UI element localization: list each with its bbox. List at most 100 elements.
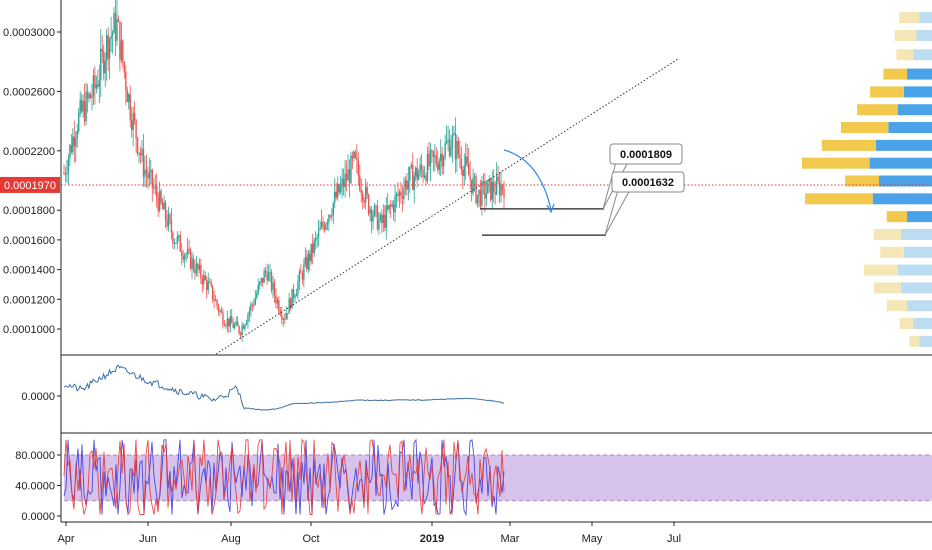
candle-body [220,310,223,313]
candle-body [264,271,267,273]
volume-bar-buy [907,300,932,312]
candle-body [448,139,451,156]
candle-body [116,19,118,41]
candle-body [105,35,108,61]
candle-body [175,242,177,244]
candle-body [213,299,215,301]
candle-body [369,209,371,214]
candle-body [495,176,498,195]
candle-body [384,214,386,228]
candle-body [417,173,420,180]
candle-body [188,248,190,250]
candle-body [342,178,345,188]
volume-bar-buy [903,246,932,258]
candle-body [473,176,476,179]
candle-body [447,139,449,142]
y-tick-label: 0.0002200 [3,146,55,158]
candle-body [328,215,330,223]
candle-body [463,166,465,177]
candle-body [478,189,480,195]
candle-body [437,163,439,170]
candle-body [453,133,455,135]
candle-body [241,325,243,336]
candle-body [394,195,396,213]
x-tick-label: 2019 [420,533,444,545]
candle-body [484,182,486,199]
candle-body [232,323,234,328]
candle-body [245,322,248,325]
candle-body [64,173,67,175]
candle-body [482,181,485,183]
volume-bar-sell [802,157,870,169]
candle-body [104,60,106,74]
candle-body [367,194,370,214]
candle-body [288,298,290,314]
candle-body [254,297,257,305]
candle-body [415,167,417,177]
candle-body [192,258,195,270]
candle-body [206,279,208,291]
candle-body [285,313,287,320]
candle-body [420,164,423,170]
candle-body [487,181,489,194]
candle-body [412,164,414,190]
callout-label: 0.0001632 [622,177,674,189]
candle-body [470,179,473,194]
candle-body [153,187,155,189]
volume-bar-sell [821,139,876,151]
candle-body [269,272,271,274]
candle-body [72,136,74,153]
candle-body [370,209,373,222]
volume-profile [802,12,932,347]
candle-body [297,281,299,294]
candle-body [101,48,103,52]
callout-box [609,143,683,165]
candle-body [432,151,435,157]
candle-body [198,264,201,270]
candle-body [419,164,421,174]
candle-body [259,282,261,286]
candle-body [144,169,146,177]
volume-bar-buy [875,139,932,151]
candle-body [88,93,90,99]
candle-body [222,312,224,325]
candle-body [178,235,180,237]
volume-bar-buy [919,335,932,347]
candle-body [360,189,362,194]
candle-body [219,310,221,312]
candle-body [329,215,332,217]
candle-body [325,224,327,230]
candle-body [141,148,143,156]
candle-body [338,184,340,193]
candle-body [157,197,159,211]
candle-body [431,150,433,152]
candle-body [281,314,283,320]
candle-body [236,321,239,327]
candle-body [147,174,149,179]
candle-body [294,296,296,298]
candle-body [450,146,452,156]
candle-body [389,204,392,207]
candle-body [359,175,361,190]
candle-body [494,192,496,195]
candle-body [186,248,189,255]
candle-body [445,141,448,144]
candle-body [75,138,77,147]
candle-body [167,214,170,227]
candle-body [82,101,84,112]
candle-body [378,220,380,230]
candle-body [247,314,249,323]
candle-body [83,101,86,122]
candle-body [362,193,364,201]
candle-body [400,191,402,197]
candle-body [195,263,198,274]
current-price-label: 0.0001970 [4,180,56,192]
candle-body [381,214,383,224]
stoch-band-fill [64,455,932,501]
candle-body [201,278,204,285]
candle-body [130,120,133,130]
candle-body [332,202,334,216]
candle-body [320,222,323,228]
candle-body [76,130,78,139]
